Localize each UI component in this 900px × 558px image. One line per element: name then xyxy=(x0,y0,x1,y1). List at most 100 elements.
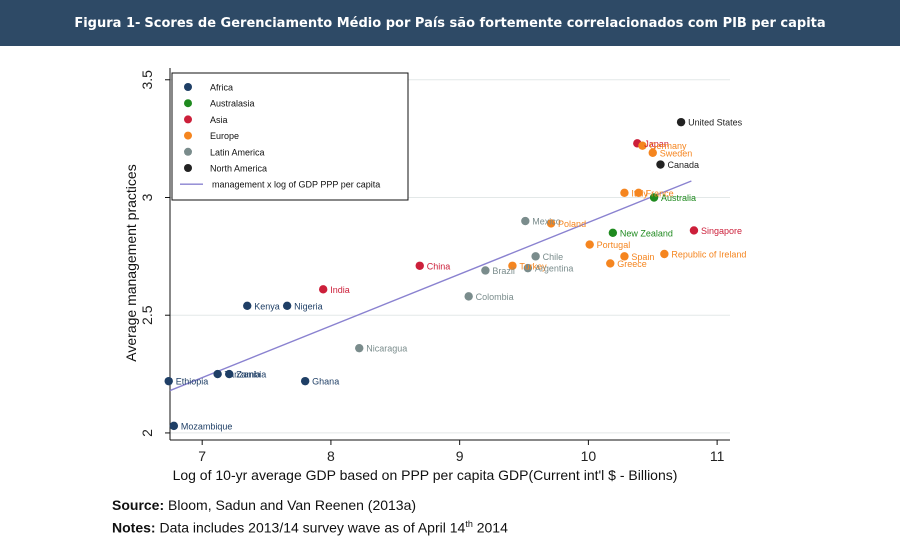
x-tick-label-3: 10 xyxy=(581,448,597,464)
point-tanzania xyxy=(213,369,222,379)
legend-marker-5 xyxy=(184,164,192,172)
point-singapore xyxy=(689,226,699,235)
point-label: Nigeria xyxy=(294,301,323,311)
point-mexico xyxy=(521,216,530,226)
x-axis-title: Log of 10-yr average GDP based on PPP pe… xyxy=(173,467,678,483)
point-label: Republic of Ireland xyxy=(671,250,746,260)
y-tick-label-3: 3.5 xyxy=(139,70,155,90)
y-axis-title: Average management practices xyxy=(123,164,139,361)
legend-entry-5: North America xyxy=(210,164,267,174)
point-australia xyxy=(649,193,659,202)
point-china xyxy=(415,261,424,270)
source-label: Source: xyxy=(112,497,165,513)
point-label: United States xyxy=(688,118,743,128)
point-label: France xyxy=(646,188,674,198)
footer-notes: Source: Bloom, Sadun and Van Reenen (201… xyxy=(112,496,508,538)
figure-title-bar: Figura 1- Scores de Gerenciamento Médio … xyxy=(0,0,900,46)
point-label: Sweden xyxy=(660,148,693,158)
legend-box xyxy=(171,72,409,201)
point-united-states xyxy=(676,117,686,127)
point-label: Nicaragua xyxy=(366,344,407,354)
point-mozambique xyxy=(169,421,179,431)
x-tick-label-4: 11 xyxy=(710,448,725,464)
legend-entry-4: Latin America xyxy=(210,147,265,157)
point-turkey xyxy=(508,261,517,270)
point-label: Greece xyxy=(617,259,647,269)
point-greece xyxy=(606,259,615,268)
point-label: Tanzania xyxy=(225,370,261,380)
point-label: Argentina xyxy=(535,264,574,274)
legend-entry-3: Europe xyxy=(210,131,239,141)
figure-number: Figura 1- xyxy=(74,15,141,31)
point-colombia xyxy=(464,292,473,301)
point-brazil xyxy=(481,266,490,275)
point-label: Portugal xyxy=(597,240,631,250)
legend-entry-6: management x log of GDP PPP per capita xyxy=(212,180,380,190)
point-label: New Zealand xyxy=(620,228,673,238)
x-tick-label-0: 7 xyxy=(198,448,206,464)
point-label: Canada xyxy=(667,160,699,170)
point-portugal xyxy=(585,240,594,249)
point-france xyxy=(634,188,643,197)
point-spain xyxy=(620,252,629,261)
scatter-chart: 2 2.5 3 3.5 7 8 9 10 11 United States JapanGerman… xyxy=(123,68,746,483)
point-ethiopia xyxy=(164,376,173,386)
legend-marker-4 xyxy=(184,147,192,156)
point-chile xyxy=(531,252,540,261)
point-label: Zambia xyxy=(236,370,266,380)
point-label: Mexico xyxy=(532,217,561,227)
point-label: Kenya xyxy=(254,301,280,311)
legend-marker-1 xyxy=(184,99,192,108)
point-poland xyxy=(546,219,556,228)
point-label: Poland xyxy=(558,219,586,229)
point-zambia xyxy=(225,369,234,379)
point-label: Turkey xyxy=(519,261,547,271)
legend-marker-0 xyxy=(184,83,192,91)
y-tick-label-0: 2 xyxy=(139,429,155,437)
notes-year: 2014 xyxy=(472,519,508,536)
point-nigeria xyxy=(282,301,292,310)
point-label: Brazil xyxy=(492,266,515,276)
figure-title: Scores de Gerenciamento Médio por País s… xyxy=(144,15,826,31)
x-tick-label-2: 9 xyxy=(456,448,464,464)
point-canada xyxy=(656,160,665,169)
point-label: Spain xyxy=(631,252,654,262)
point-label: China xyxy=(427,261,451,271)
point-ghana xyxy=(300,376,310,386)
point-label: Mozambique xyxy=(181,421,233,431)
point-label: Colombia xyxy=(476,292,514,302)
legend-entry-2: Asia xyxy=(210,115,228,125)
fit-line xyxy=(169,180,692,392)
point-india xyxy=(318,285,328,294)
point-kenya xyxy=(243,301,252,310)
point-new-zealand xyxy=(608,228,618,238)
point-label: Ethiopia xyxy=(176,377,209,387)
point-nicaragua xyxy=(355,343,364,353)
point-label: Italy xyxy=(631,188,648,198)
x-tick-label-1: 8 xyxy=(327,448,335,464)
notes-superscript: th xyxy=(465,519,473,529)
point-label: Japan xyxy=(644,139,669,149)
point-sweden xyxy=(648,148,657,157)
legend-marker-2 xyxy=(184,115,192,124)
source-text: Bloom, Sadun and Van Reenen (2013a) xyxy=(168,497,417,513)
point-label: Singapore xyxy=(701,226,742,236)
point-label: Australia xyxy=(661,193,696,203)
notes-label: Notes: xyxy=(112,519,156,536)
point-argentina xyxy=(523,263,533,273)
y-tick-label-1: 2.5 xyxy=(139,305,155,325)
legend-marker-3 xyxy=(184,131,192,140)
legend-entry-0: Africa xyxy=(210,83,233,93)
legend-entry-1: Australasia xyxy=(210,99,255,109)
point-label: India xyxy=(330,285,350,295)
notes-line: Notes: Data includes 2013/14 survey wave… xyxy=(112,515,508,538)
point-italy xyxy=(620,188,629,197)
source-line: Source: Bloom, Sadun and Van Reenen (201… xyxy=(112,496,508,515)
point-label: Germany xyxy=(649,141,687,151)
point-label: Chile xyxy=(543,252,564,262)
notes-text: Data includes 2013/14 survey wave as of … xyxy=(159,519,466,536)
point-label: Ghana xyxy=(312,377,339,387)
point-germany xyxy=(638,141,647,150)
y-tick-label-2: 3 xyxy=(139,193,155,201)
point-republic-of-ireland xyxy=(660,249,669,259)
